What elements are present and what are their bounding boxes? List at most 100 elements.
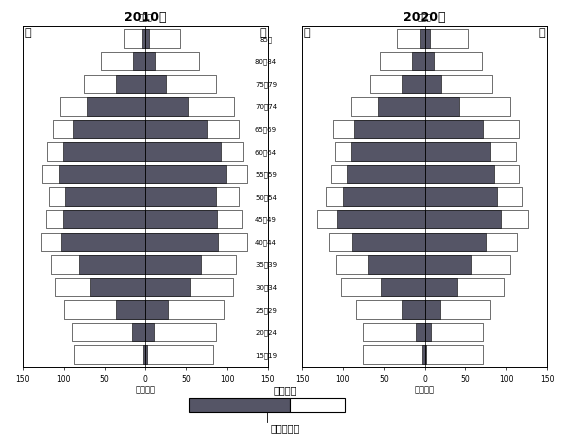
Bar bbox=[425, 300, 490, 319]
Bar bbox=[425, 187, 496, 206]
Bar bbox=[380, 52, 425, 70]
Bar bbox=[425, 142, 490, 161]
Bar bbox=[343, 187, 425, 206]
Bar bbox=[425, 142, 516, 161]
Bar bbox=[413, 52, 425, 70]
Bar bbox=[326, 187, 425, 206]
Bar bbox=[145, 52, 155, 70]
Bar bbox=[53, 120, 145, 138]
Bar bbox=[145, 255, 236, 274]
Bar bbox=[72, 120, 145, 138]
Bar bbox=[59, 97, 145, 116]
Bar bbox=[63, 210, 145, 229]
Bar bbox=[116, 300, 145, 319]
Bar bbox=[425, 232, 517, 251]
Bar bbox=[425, 210, 528, 229]
Bar bbox=[46, 210, 145, 229]
Bar bbox=[145, 187, 217, 206]
Bar bbox=[145, 29, 180, 48]
Bar bbox=[425, 97, 459, 116]
Bar bbox=[145, 75, 215, 93]
Bar bbox=[425, 187, 522, 206]
Text: （歳）: （歳） bbox=[139, 14, 152, 23]
Bar bbox=[333, 120, 425, 138]
Bar bbox=[145, 29, 149, 48]
Bar bbox=[425, 345, 483, 364]
Bar bbox=[425, 52, 482, 70]
Bar bbox=[42, 165, 145, 184]
Bar bbox=[402, 75, 425, 93]
Bar bbox=[351, 142, 425, 161]
Bar bbox=[145, 97, 234, 116]
Bar bbox=[145, 165, 247, 184]
Bar bbox=[145, 142, 243, 161]
Text: 有配偶者数: 有配偶者数 bbox=[270, 423, 300, 434]
Text: （歳）: （歳） bbox=[418, 14, 431, 23]
Bar bbox=[189, 399, 290, 412]
Bar bbox=[145, 277, 190, 296]
Bar bbox=[63, 142, 145, 161]
Text: 女: 女 bbox=[539, 28, 545, 38]
Bar bbox=[425, 300, 440, 319]
Bar bbox=[145, 300, 224, 319]
Title: 2020年: 2020年 bbox=[404, 10, 446, 24]
Bar bbox=[337, 210, 425, 229]
Bar bbox=[145, 232, 247, 251]
Text: 男: 男 bbox=[304, 28, 310, 38]
Bar bbox=[378, 97, 425, 116]
Bar bbox=[41, 232, 145, 251]
Bar bbox=[425, 97, 511, 116]
Text: 男: 男 bbox=[25, 28, 31, 38]
Bar bbox=[364, 323, 425, 341]
Bar bbox=[425, 255, 471, 274]
Bar bbox=[145, 52, 199, 70]
Bar bbox=[132, 323, 145, 341]
Bar bbox=[425, 120, 519, 138]
Bar bbox=[425, 29, 430, 48]
Bar bbox=[425, 210, 500, 229]
Bar bbox=[402, 300, 425, 319]
Bar bbox=[145, 300, 168, 319]
Bar bbox=[143, 345, 145, 364]
Bar bbox=[370, 75, 425, 93]
Bar bbox=[51, 255, 145, 274]
Bar bbox=[116, 75, 145, 93]
Bar bbox=[145, 187, 239, 206]
Bar bbox=[145, 210, 242, 229]
Bar bbox=[425, 165, 494, 184]
Bar bbox=[84, 75, 145, 93]
X-axis label: （千人）: （千人） bbox=[414, 385, 435, 394]
Bar bbox=[353, 120, 425, 138]
Bar bbox=[290, 399, 345, 412]
Bar bbox=[331, 165, 425, 184]
Bar bbox=[79, 255, 145, 274]
Bar bbox=[422, 345, 425, 364]
Bar bbox=[145, 277, 233, 296]
Bar bbox=[356, 300, 425, 319]
Bar bbox=[145, 345, 213, 364]
Bar bbox=[74, 345, 145, 364]
Bar bbox=[425, 29, 468, 48]
Bar bbox=[59, 165, 145, 184]
Bar bbox=[425, 255, 511, 274]
Bar bbox=[145, 255, 201, 274]
Bar bbox=[317, 210, 425, 229]
Bar bbox=[425, 345, 426, 364]
Bar bbox=[425, 323, 431, 341]
Bar bbox=[49, 187, 145, 206]
Bar bbox=[90, 277, 145, 296]
Bar bbox=[425, 277, 457, 296]
Bar bbox=[381, 277, 425, 296]
Bar bbox=[425, 75, 441, 93]
Bar bbox=[145, 142, 221, 161]
Bar bbox=[64, 300, 145, 319]
Bar bbox=[66, 187, 145, 206]
Bar bbox=[364, 345, 425, 364]
Bar bbox=[87, 97, 145, 116]
Bar bbox=[142, 29, 145, 48]
Bar bbox=[335, 142, 425, 161]
Bar bbox=[368, 255, 425, 274]
Bar bbox=[133, 52, 145, 70]
Bar bbox=[145, 75, 166, 93]
Bar bbox=[425, 232, 486, 251]
